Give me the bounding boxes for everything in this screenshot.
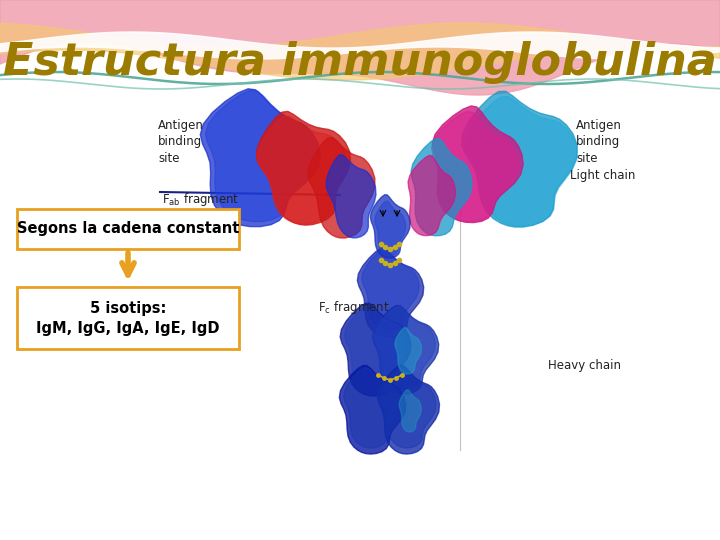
Text: $\mathregular{F_{ab}}$ fragment: $\mathregular{F_{ab}}$ fragment	[162, 192, 239, 208]
Text: Heavy chain: Heavy chain	[548, 359, 621, 372]
Text: 5 isotips:: 5 isotips:	[90, 300, 166, 315]
Polygon shape	[408, 156, 456, 235]
Text: IgM, IgG, IgA, IgE, IgD: IgM, IgG, IgA, IgE, IgD	[36, 321, 220, 335]
Polygon shape	[205, 90, 319, 221]
Polygon shape	[345, 306, 407, 390]
Polygon shape	[361, 250, 419, 330]
Polygon shape	[370, 195, 410, 258]
Polygon shape	[431, 111, 518, 221]
Polygon shape	[340, 303, 411, 396]
Polygon shape	[433, 106, 523, 222]
Polygon shape	[411, 138, 472, 236]
Polygon shape	[326, 155, 376, 238]
Text: $\mathregular{F_c}$ fragment: $\mathregular{F_c}$ fragment	[318, 300, 390, 316]
Polygon shape	[357, 248, 424, 337]
Polygon shape	[462, 91, 577, 227]
Text: Light chain: Light chain	[570, 168, 635, 181]
FancyBboxPatch shape	[17, 287, 239, 349]
Polygon shape	[339, 366, 406, 454]
Text: Antigen
binding
site: Antigen binding site	[576, 119, 622, 165]
Polygon shape	[399, 390, 421, 432]
Polygon shape	[200, 89, 320, 227]
Polygon shape	[308, 138, 375, 238]
Text: Segons la cadena constant: Segons la cadena constant	[17, 221, 239, 237]
Polygon shape	[466, 97, 577, 226]
Polygon shape	[376, 307, 436, 389]
FancyBboxPatch shape	[17, 209, 239, 249]
Polygon shape	[381, 368, 436, 448]
Polygon shape	[375, 201, 406, 256]
Polygon shape	[377, 366, 439, 454]
Text: Estructura immunoglobulina: Estructura immunoglobulina	[3, 40, 717, 84]
Polygon shape	[372, 306, 438, 394]
Polygon shape	[257, 116, 346, 224]
Polygon shape	[256, 111, 351, 225]
Polygon shape	[343, 368, 401, 448]
Polygon shape	[395, 328, 421, 374]
Text: Antigen
binding
site: Antigen binding site	[158, 119, 204, 165]
